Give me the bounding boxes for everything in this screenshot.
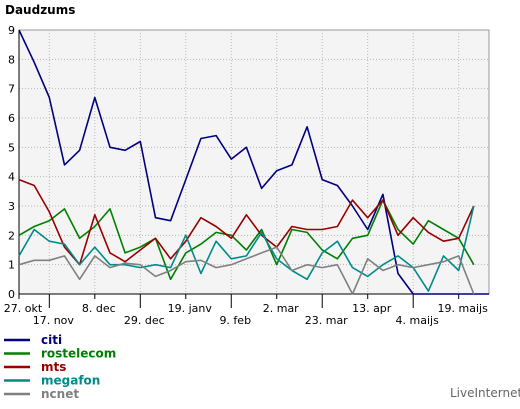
y-tick-label: 7 (8, 83, 15, 96)
x-tick-label: 23. mar (305, 314, 348, 327)
y-tick-label: 0 (8, 288, 15, 301)
brand-label: LiveInternet (450, 386, 520, 400)
y-tick-label: 6 (8, 112, 15, 125)
y-tick-label: 1 (8, 259, 15, 272)
x-tick-label: 9. feb (219, 314, 251, 327)
chart-title: Daudzums (5, 3, 75, 17)
legend-label-rostelecom: rostelecom (41, 347, 116, 361)
series-line-megafon (18, 205, 475, 292)
y-tick-label: 8 (8, 53, 15, 66)
x-tick-label: 17. nov (33, 314, 75, 327)
legend-label-megafon: megafon (41, 374, 100, 388)
y-tick-label: 4 (8, 171, 15, 184)
series-line-mts (18, 178, 475, 266)
y-tick-label: 2 (8, 229, 15, 242)
series-line-citi (18, 29, 489, 295)
x-tick-label: 4. maijs (396, 314, 440, 327)
x-tick-label: 29. dec (124, 314, 165, 327)
x-tick-label: 2. mar (263, 302, 299, 315)
x-tick-label: 27. okt (4, 302, 43, 315)
series-line-ncnet (18, 246, 475, 295)
y-tick-label: 3 (8, 200, 15, 213)
legend-label-citi: citi (41, 333, 62, 347)
legend-label-ncnet: ncnet (41, 387, 79, 401)
legend-label-mts: mts (41, 360, 66, 374)
x-tick-label: 13. apr (352, 302, 392, 315)
y-tick-label: 5 (8, 141, 15, 154)
x-tick-label: 19. janv (168, 302, 213, 315)
x-tick-label: 8. dec (82, 302, 116, 315)
x-tick-label: 19. maijs (438, 302, 489, 315)
y-tick-label: 9 (8, 24, 15, 37)
series-line-rostelecom (18, 199, 475, 281)
